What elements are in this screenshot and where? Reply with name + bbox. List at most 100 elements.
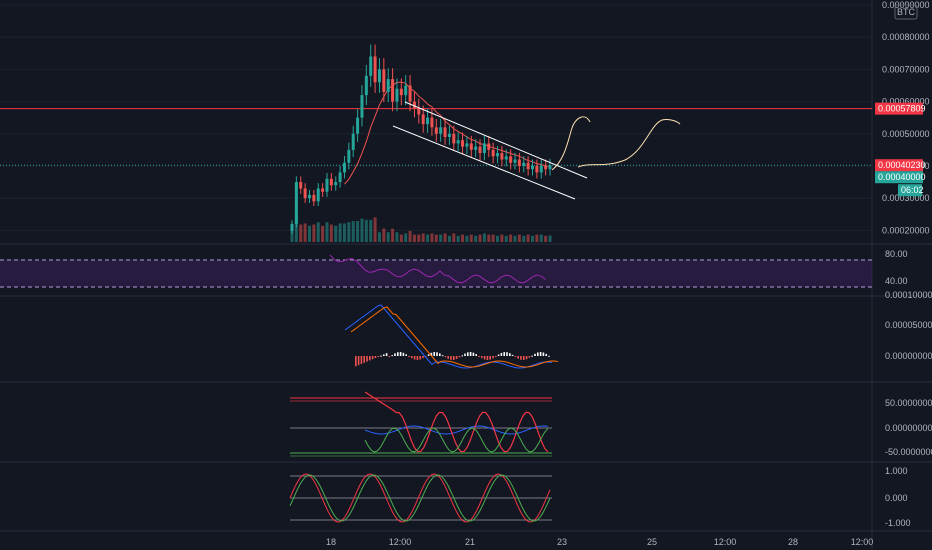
volume-bar (391, 228, 395, 242)
macd-bar (481, 356, 483, 358)
candle-body (465, 143, 469, 147)
candle-body (522, 162, 526, 166)
macd-bar (531, 355, 533, 357)
macd-bar (458, 356, 461, 358)
volume-bar (312, 224, 316, 242)
macd-bar (461, 355, 463, 357)
candle-body (325, 178, 329, 192)
macd-bar (450, 356, 452, 360)
volume-bar (417, 234, 421, 242)
candle-body (342, 162, 346, 173)
candle-body (539, 165, 543, 173)
osc-tick-1: 50.00000000 (885, 398, 932, 408)
volume-bar (544, 235, 548, 242)
volume-bar (364, 219, 368, 242)
price-tick-label: 0.00060000 (882, 97, 930, 107)
macd-tick-3: 0.00000000 (885, 351, 932, 361)
candle-body (487, 143, 491, 150)
macd-bar (517, 356, 519, 359)
volume-bar (482, 233, 486, 242)
macd-bar (413, 356, 416, 360)
osc2-tick-1: 1.000 (885, 466, 908, 476)
candle-body (447, 133, 451, 137)
candle-body (421, 114, 425, 125)
macd-bar (427, 354, 430, 356)
volume-bar (434, 234, 438, 242)
volume-bar (404, 233, 408, 242)
volume-bar (338, 223, 342, 242)
time-tick-label: 21 (465, 537, 475, 547)
time-tick-label: 28 (788, 537, 798, 547)
macd-bar (355, 356, 357, 367)
macd-bar (408, 356, 410, 357)
time-axis: 18 12:00 21 23 25 12:00 28 12:00 (326, 537, 873, 547)
price-tags: 0.00057809 0.00040230 0.00040000 06:02 (875, 102, 926, 197)
macd-bar (385, 353, 388, 356)
time-tick-label: 12:00 (389, 537, 412, 547)
price-tick-label: 0.00030000 (882, 193, 930, 203)
candle-body (408, 85, 412, 102)
candle-body (478, 146, 482, 154)
projection-drawing[interactable] (551, 116, 681, 171)
volume-bar (395, 232, 399, 242)
macd-bar (523, 356, 525, 360)
price-tag-bg (875, 102, 923, 115)
osc-green-line (364, 427, 549, 453)
volume-bar (369, 219, 373, 242)
volume-bar (447, 235, 451, 242)
macd-bar (478, 356, 480, 357)
osc2-red-line (289, 473, 551, 523)
osc2-green-line (289, 474, 551, 522)
volume-bar (539, 234, 543, 242)
candle-body (294, 182, 298, 224)
macd-bar (469, 352, 472, 356)
macd-bar (534, 353, 536, 356)
candle-body (334, 182, 338, 186)
candle-body (307, 194, 311, 199)
price-tick-label: 0.00020000 (882, 225, 930, 235)
candle-body (500, 153, 504, 160)
price-tag-bg (898, 184, 922, 197)
candle-body (329, 178, 333, 186)
volume-bar (513, 235, 517, 242)
currency-badge: BTC (894, 4, 918, 20)
macd-bar (366, 356, 368, 362)
volume-bar (299, 224, 303, 242)
candle-body (426, 117, 430, 125)
volume-bar (321, 225, 325, 242)
volume-bar (496, 235, 500, 242)
candle-body (347, 149, 351, 163)
volume-bar (509, 234, 513, 242)
macd-bar (374, 356, 377, 358)
volume-bar (399, 234, 403, 242)
macd-bar (500, 352, 503, 356)
macd-tick-2: 0.00005000 (885, 320, 932, 330)
volume-bar (465, 235, 469, 242)
volume-bar (522, 235, 526, 242)
macd-bar (394, 353, 396, 356)
candle-body (443, 127, 447, 137)
rsi-tick-40: 40.00 (885, 276, 908, 286)
macd-bar (436, 352, 438, 356)
candle-body (316, 188, 320, 202)
moving-average-line (344, 81, 551, 185)
macd-bar (383, 354, 385, 356)
osc-tick-3: -50.00000000 (885, 447, 932, 457)
candle-body (395, 88, 399, 102)
volume-bar (456, 235, 460, 242)
macd-bar (545, 353, 547, 356)
osc-red-line (364, 391, 549, 453)
volume-bar (307, 225, 311, 242)
macd-bar (402, 352, 405, 356)
candle-body (364, 75, 368, 96)
macd-bar (495, 356, 497, 357)
macd-bar (453, 356, 455, 360)
volume-bar (517, 234, 521, 242)
macd-bar (472, 352, 475, 356)
candle-body (369, 56, 373, 76)
macd-bar (475, 354, 477, 356)
macd-bar (489, 356, 491, 360)
candle-body (377, 69, 381, 83)
macd-bar (537, 352, 539, 356)
